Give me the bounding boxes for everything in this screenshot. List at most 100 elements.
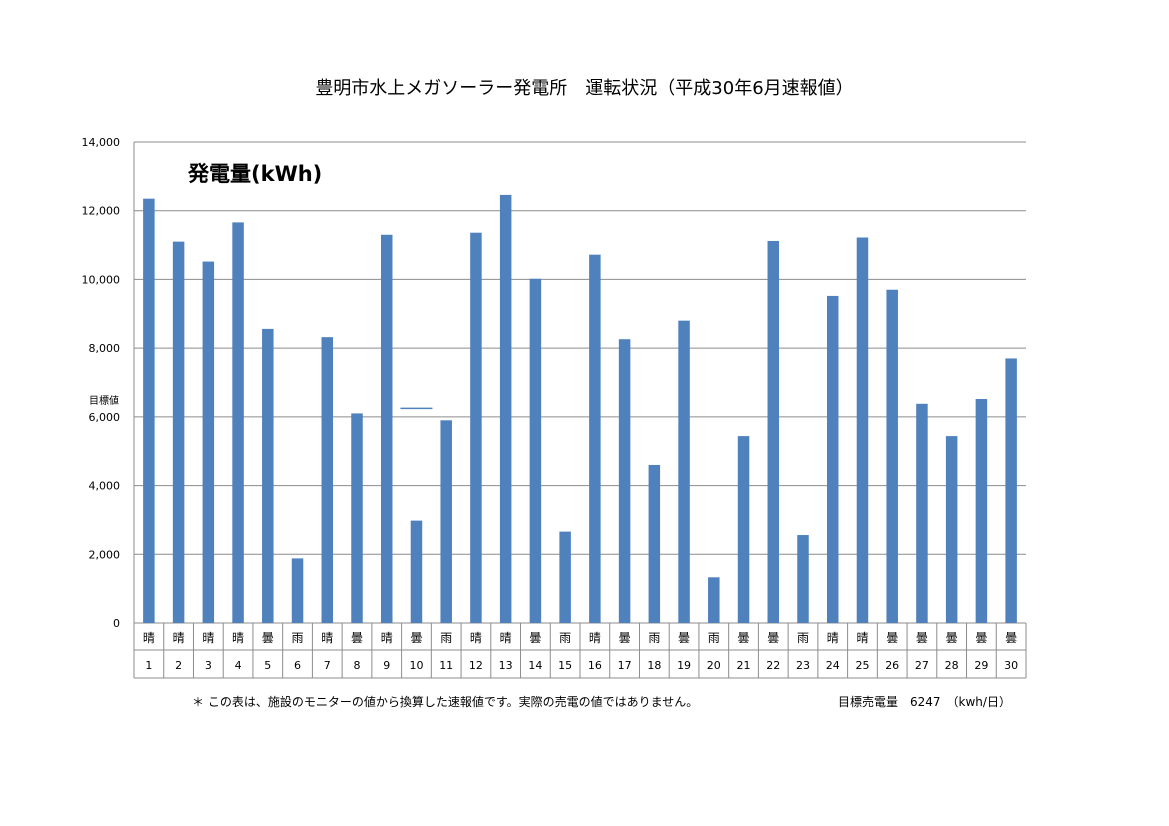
chart-title: 豊明市水上メガソーラー発電所 運転状況（平成30年6月速報値）	[315, 78, 854, 99]
bar	[202, 261, 215, 623]
bar	[916, 403, 928, 623]
bar	[559, 531, 571, 623]
bar	[975, 398, 988, 623]
bar	[351, 413, 363, 623]
weather-label: 晴	[143, 631, 155, 645]
y-tick-labels: 0 2,000 4,000 6,000 8,000 10,000 12,000 14,000	[82, 136, 121, 630]
category-table: 晴 1 晴 2 晴 3 晴 4 曇 5 雨 6 晴 7 曇 8 晴 9 曇 10 雨 11 晴 12 晴 13 曇 14 雨 15 晴 16 曇…	[133, 623, 1027, 679]
bar	[589, 254, 601, 624]
y-tick-label: 10,000	[82, 273, 121, 286]
weather-label: 曇	[767, 631, 779, 645]
x-tick-label: 9	[383, 659, 390, 672]
bar	[143, 198, 155, 624]
x-tick-label: 21	[737, 659, 751, 672]
bar	[767, 240, 780, 623]
bar	[618, 339, 631, 623]
bar	[172, 241, 185, 623]
weather-label: 晴	[500, 631, 512, 645]
x-tick-label: 22	[766, 659, 780, 672]
bar	[797, 535, 809, 623]
y-tick-label: 14,000	[82, 136, 121, 149]
weather-label: 晴	[232, 631, 244, 645]
x-tick-label: 8	[354, 659, 361, 672]
weather-label: 雨	[292, 631, 304, 645]
weather-label: 晴	[173, 631, 185, 645]
bar	[856, 237, 869, 623]
target-label: 目標値	[89, 394, 119, 407]
weather-label: 曇	[678, 631, 690, 645]
y-tick-label: 8,000	[89, 342, 121, 355]
bar	[470, 232, 482, 623]
y-axis-label: 発電量(kWh)	[188, 162, 323, 186]
x-tick-label: 11	[439, 659, 453, 672]
bar	[945, 436, 958, 623]
bar	[678, 320, 690, 623]
weather-label: 曇	[916, 631, 928, 645]
x-tick-label: 14	[528, 659, 542, 672]
x-tick-label: 23	[796, 659, 810, 672]
bar	[440, 420, 452, 623]
x-tick-label: 28	[945, 659, 959, 672]
bar	[291, 558, 304, 623]
x-tick-label: 18	[647, 659, 661, 672]
x-tick-label: 5	[264, 659, 271, 672]
y-tick-label: 4,000	[89, 480, 121, 493]
bar	[1005, 358, 1017, 623]
x-tick-label: 25	[855, 659, 869, 672]
x-tick-label: 10	[409, 659, 423, 672]
y-tick-label: 2,000	[89, 548, 121, 561]
x-tick-label: 16	[588, 659, 602, 672]
bar	[232, 222, 244, 623]
x-tick-label: 6	[294, 659, 301, 672]
x-tick-label: 19	[677, 659, 691, 672]
weather-label: 曇	[1005, 631, 1017, 645]
x-tick-label: 24	[826, 659, 840, 672]
y-tick-label: 0	[113, 617, 120, 630]
bar	[708, 577, 720, 623]
x-tick-label: 27	[915, 659, 929, 672]
bar	[737, 436, 750, 623]
y-tick-label: 12,000	[82, 205, 121, 218]
x-tick-label: 2	[175, 659, 182, 672]
weather-label: 晴	[381, 631, 393, 645]
bar	[648, 464, 661, 623]
x-tick-label: 30	[1004, 659, 1018, 672]
bar	[380, 234, 393, 623]
bar	[499, 194, 512, 623]
x-tick-label: 4	[235, 659, 242, 672]
x-tick-label: 15	[558, 659, 572, 672]
bar	[886, 289, 898, 623]
weather-label: 晴	[202, 631, 214, 645]
weather-label: 晴	[321, 631, 333, 645]
weather-label: 晴	[827, 631, 839, 645]
x-tick-label: 26	[885, 659, 899, 672]
weather-label: 雨	[648, 631, 660, 645]
weather-label: 雨	[797, 631, 809, 645]
weather-label: 曇	[975, 631, 987, 645]
x-tick-label: 1	[145, 659, 152, 672]
x-tick-label: 3	[205, 659, 212, 672]
footnote: ＊ この表は、施設のモニターの値から換算した速報値です。実際の売電の値ではありま…	[192, 695, 699, 709]
weather-label: 曇	[529, 631, 541, 645]
weather-label: 雨	[708, 631, 720, 645]
bar	[826, 295, 839, 623]
weather-label: 曇	[738, 631, 750, 645]
x-tick-label: 12	[469, 659, 483, 672]
weather-label: 曇	[946, 631, 958, 645]
x-tick-label: 17	[618, 659, 632, 672]
x-tick-label: 7	[324, 659, 331, 672]
bar	[321, 337, 334, 623]
bar	[529, 278, 542, 623]
target-note: 目標売電量 6247 （kwh/日）	[838, 695, 1011, 709]
bar	[262, 328, 274, 623]
weather-label: 曇	[351, 631, 363, 645]
weather-label: 晴	[470, 631, 482, 645]
y-tick-label: 6,000	[89, 411, 121, 424]
target-marker: 目標値	[89, 394, 433, 410]
weather-label: 曇	[886, 631, 898, 645]
x-tick-label: 13	[499, 659, 513, 672]
weather-label: 雨	[440, 631, 452, 645]
weather-label: 晴	[856, 631, 868, 645]
bars	[143, 194, 1017, 624]
